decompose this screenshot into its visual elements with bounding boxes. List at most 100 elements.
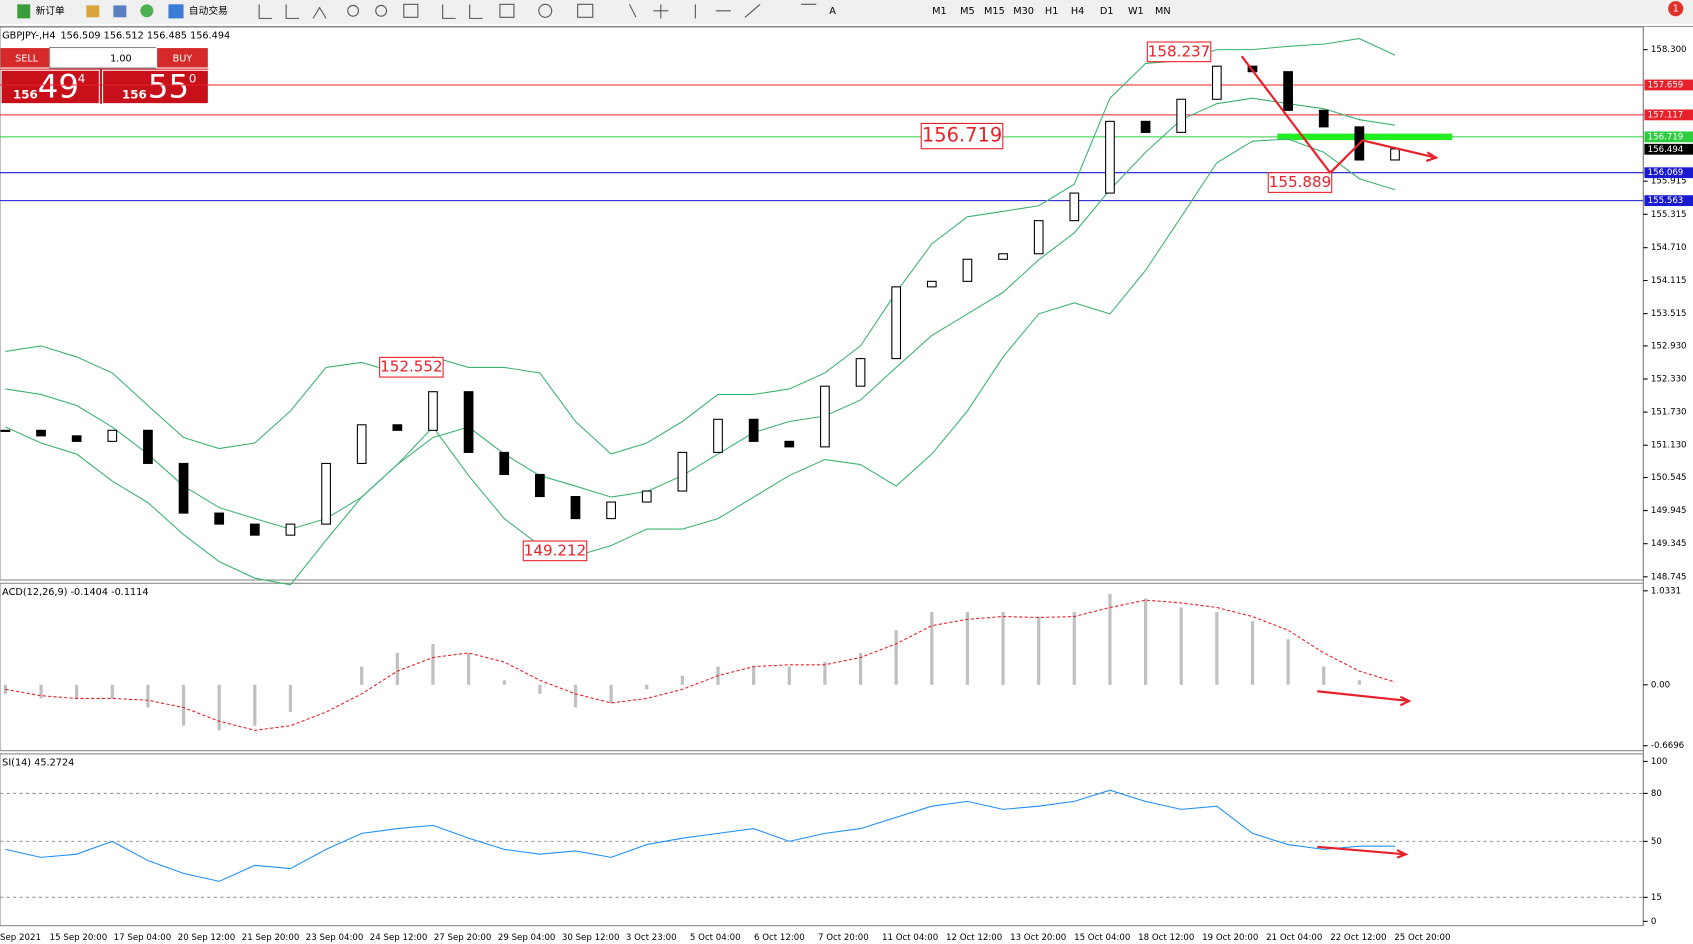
macd-bar	[181, 684, 186, 726]
candle	[1105, 120, 1115, 194]
y-tick-label: 154.115	[1651, 276, 1687, 286]
icon[interactable]	[86, 5, 100, 18]
auto-trading[interactable]: 自动交易	[189, 4, 228, 17]
macd-bar	[965, 612, 970, 685]
x-axis-label: 27 Sep 20:00	[434, 933, 492, 943]
y-tick-label: -0.6696	[1651, 741, 1684, 751]
macd-bar	[253, 684, 257, 726]
ask-main: 55	[148, 68, 189, 106]
panel-frame	[0, 26, 1644, 581]
timeframe-button[interactable]: M5	[960, 6, 975, 17]
timeframe-button[interactable]: H1	[1045, 6, 1058, 17]
timeframe-button[interactable]: M30	[1013, 6, 1034, 17]
candle	[428, 391, 438, 431]
rsi-line	[5, 789, 1395, 882]
x-axis-label: 30 Sep 12:00	[562, 933, 620, 943]
macd-bar	[1179, 607, 1183, 685]
candle	[713, 418, 723, 453]
ask-box[interactable]	[102, 69, 209, 105]
price-tag-label: 156.069	[1648, 168, 1684, 178]
current-price-tag	[1644, 143, 1693, 155]
notification-badge[interactable]	[1668, 1, 1684, 17]
price-tag	[1644, 131, 1693, 143]
candle	[143, 429, 153, 464]
candle	[677, 451, 688, 492]
bollinger-band	[5, 97, 1396, 530]
lots-value[interactable]: 1.00	[110, 53, 132, 64]
x-axis-label: 13 Oct 20:00	[1010, 933, 1066, 943]
auto-trading-icon[interactable]	[168, 4, 184, 19]
price-annotation-box	[379, 356, 444, 378]
notification-count[interactable]: 1	[1673, 4, 1679, 15]
timeframe-button[interactable]: H4	[1071, 6, 1084, 17]
indicator-title: SI(14) 45.2724	[2, 758, 74, 769]
timeframe-button[interactable]: D1	[1100, 6, 1114, 17]
macd-bar	[288, 684, 293, 713]
candle	[1390, 148, 1400, 161]
candle	[891, 286, 902, 360]
price-annotation: 152.552	[380, 358, 442, 376]
new-order[interactable]: 新订单	[36, 4, 65, 17]
panel-frame	[0, 582, 1644, 752]
bid-sup: 4	[78, 71, 86, 85]
x-axis-label: 19 Oct 20:00	[1202, 933, 1258, 943]
macd-bar	[1357, 680, 1361, 685]
lots-input[interactable]	[49, 46, 158, 69]
tool-icons[interactable]	[258, 3, 817, 19]
bollinger-band	[5, 38, 1396, 455]
macd-bar	[823, 662, 827, 685]
candle	[178, 462, 189, 514]
x-axis-label: 21 Sep 20:00	[242, 933, 300, 943]
y-tick-label: 151.130	[1651, 441, 1687, 451]
candle	[1211, 65, 1222, 100]
x-axis-label: 21 Oct 04:00	[1266, 933, 1322, 943]
candle	[606, 501, 616, 520]
macd-bar	[360, 666, 364, 685]
price-annotation-box	[1267, 172, 1333, 193]
candle	[392, 424, 403, 431]
price-annotation-box	[920, 122, 1004, 150]
candle	[748, 418, 759, 442]
timeframe-button[interactable]: W1	[1128, 6, 1144, 17]
x-axis-label: 15 Oct 04:00	[1074, 933, 1130, 943]
icon[interactable]	[140, 4, 154, 18]
y-tick-label: 155.915	[1651, 177, 1687, 187]
macd-bar	[146, 684, 150, 708]
y-tick-label: 152.330	[1651, 375, 1687, 385]
macd-bar	[431, 643, 435, 685]
sell-label[interactable]: SELL	[15, 53, 39, 64]
candle	[463, 391, 474, 453]
new-order-icon[interactable]	[17, 4, 31, 19]
y-tick-label: 0.00	[1651, 680, 1670, 690]
timeframe-button[interactable]: M1	[932, 6, 947, 17]
x-axis-label: 18 Oct 12:00	[1138, 933, 1194, 943]
candle	[356, 424, 367, 464]
price-tag-label: 155.563	[1648, 196, 1684, 206]
price-annotation: 156.719	[922, 124, 1002, 147]
macd-signal	[5, 599, 1396, 731]
candle	[784, 440, 795, 448]
x-axis-label: 29 Sep 04:00	[498, 933, 556, 943]
y-tick-label: 15	[1651, 893, 1662, 903]
macd-bar	[1215, 612, 1219, 685]
toolbar	[0, 0, 1693, 24]
macd-bar	[502, 680, 506, 685]
price-tag	[1644, 109, 1693, 121]
buy-button[interactable]	[156, 46, 209, 69]
buy-label[interactable]: BUY	[173, 53, 193, 64]
candle	[926, 280, 937, 288]
macd-bar	[1286, 639, 1290, 685]
candle	[107, 429, 118, 442]
timeframe-button[interactable]: MN	[1155, 6, 1171, 17]
ask-big: 156	[122, 88, 147, 102]
x-axis-label: 7 Oct 20:00	[818, 933, 869, 943]
text-tool[interactable]: A	[829, 6, 836, 17]
macd-bar	[680, 675, 685, 685]
y-tick-label: 150.545	[1651, 473, 1687, 483]
bid-box[interactable]	[0, 69, 100, 105]
x-axis-label: 3 Oct 23:00	[626, 933, 677, 943]
icon[interactable]	[113, 5, 127, 18]
timeframe-button[interactable]: M15	[984, 6, 1005, 17]
candle	[570, 495, 581, 520]
